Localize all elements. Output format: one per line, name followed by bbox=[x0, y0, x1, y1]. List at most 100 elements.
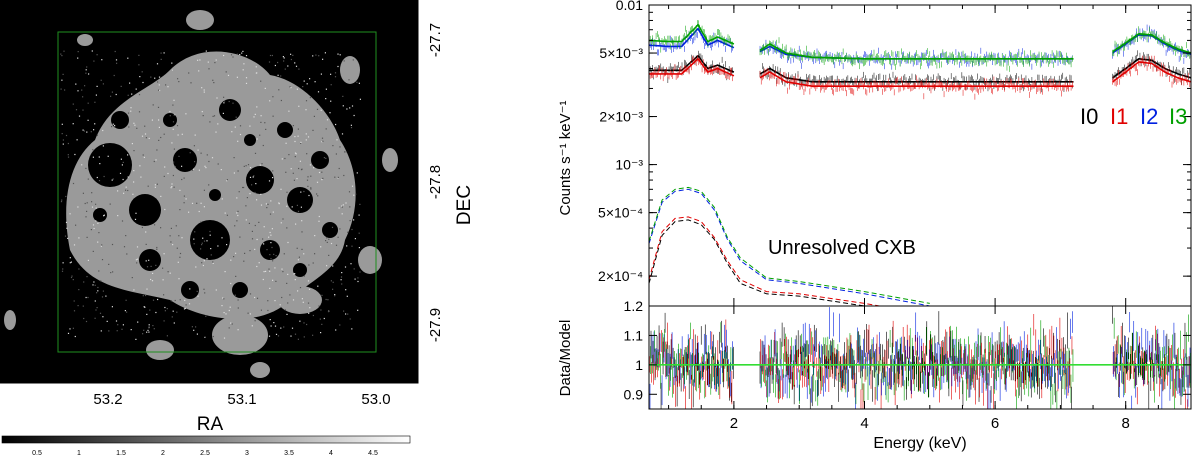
pixel-noise bbox=[241, 52, 243, 54]
pixel-noise bbox=[196, 202, 198, 204]
pixel-noise bbox=[350, 127, 353, 129]
pixel-noise bbox=[237, 214, 239, 217]
pixel-noise bbox=[174, 166, 176, 168]
pixel-noise bbox=[61, 123, 63, 125]
pixel-noise bbox=[306, 83, 308, 85]
pixel-noise bbox=[307, 302, 310, 304]
ra-tick-label: 53.2 bbox=[93, 391, 122, 408]
pixel-noise bbox=[321, 141, 323, 143]
pixel-noise bbox=[290, 87, 292, 89]
pixel-noise bbox=[289, 294, 291, 296]
pixel-noise bbox=[259, 164, 261, 166]
pixel-noise bbox=[261, 163, 263, 165]
pixel-noise bbox=[153, 328, 155, 330]
colorbar-tick-label: 1.5 bbox=[116, 450, 126, 457]
cxb-curve bbox=[649, 216, 883, 306]
pixel-noise bbox=[245, 55, 248, 57]
masked-source bbox=[93, 208, 107, 222]
pixel-noise bbox=[158, 76, 161, 78]
pixel-noise bbox=[158, 89, 160, 91]
pixel-noise bbox=[236, 197, 238, 199]
colorbar-tick-label: 1 bbox=[77, 450, 81, 457]
pixel-noise bbox=[181, 178, 183, 181]
pixel-noise bbox=[116, 62, 118, 64]
pixel-noise bbox=[222, 297, 224, 299]
pixel-noise bbox=[265, 128, 267, 130]
pixel-noise bbox=[100, 330, 102, 332]
pixel-noise bbox=[318, 55, 320, 57]
pixel-noise bbox=[91, 206, 94, 208]
pixel-noise bbox=[347, 313, 349, 315]
pixel-noise bbox=[255, 66, 257, 68]
pixel-noise bbox=[357, 280, 359, 283]
cxb-curve bbox=[649, 186, 930, 304]
pixel-noise bbox=[77, 51, 79, 53]
pixel-noise bbox=[269, 319, 271, 321]
pixel-noise bbox=[91, 201, 93, 203]
pixel-noise bbox=[158, 84, 160, 86]
pixel-noise bbox=[270, 325, 272, 327]
pixel-noise bbox=[317, 285, 319, 287]
pixel-noise bbox=[147, 329, 149, 331]
pixel-noise bbox=[283, 253, 285, 255]
pixel-noise bbox=[188, 303, 191, 305]
pixel-noise bbox=[131, 143, 133, 145]
pixel-noise bbox=[78, 268, 80, 270]
pixel-noise bbox=[127, 57, 129, 59]
pixel-noise bbox=[205, 315, 207, 317]
pixel-noise bbox=[106, 320, 108, 322]
pixel-noise bbox=[314, 81, 316, 83]
pixel-noise bbox=[334, 76, 337, 78]
pixel-noise bbox=[345, 313, 347, 315]
pixel-noise bbox=[283, 60, 285, 62]
pixel-noise bbox=[251, 230, 253, 232]
pixel-noise bbox=[72, 123, 74, 125]
pixel-noise bbox=[67, 156, 70, 158]
pixel-noise bbox=[229, 306, 231, 308]
pixel-noise bbox=[170, 300, 172, 302]
pixel-noise bbox=[268, 180, 271, 182]
pixel-noise bbox=[164, 208, 166, 211]
pixel-noise bbox=[134, 124, 136, 126]
pixel-noise bbox=[169, 235, 171, 237]
pixel-noise bbox=[157, 81, 159, 83]
pixel-noise bbox=[121, 328, 123, 330]
x-tick-label: 8 bbox=[1122, 415, 1130, 432]
emission-patch bbox=[77, 34, 93, 46]
pixel-noise bbox=[275, 333, 278, 335]
pixel-noise bbox=[169, 115, 171, 117]
ratio-residuals bbox=[649, 306, 1191, 409]
pixel-noise bbox=[127, 189, 129, 192]
pixel-noise bbox=[299, 287, 302, 289]
pixel-noise bbox=[163, 320, 165, 322]
pixel-noise bbox=[60, 53, 62, 55]
pixel-noise bbox=[78, 237, 80, 239]
pixel-noise bbox=[345, 202, 347, 204]
pixel-noise bbox=[249, 293, 252, 295]
pixel-noise bbox=[295, 223, 297, 225]
pixel-noise bbox=[123, 192, 125, 194]
pixel-noise bbox=[197, 149, 199, 151]
pixel-noise bbox=[235, 275, 237, 277]
pixel-noise bbox=[164, 306, 166, 309]
pixel-noise bbox=[163, 294, 165, 296]
pixel-noise bbox=[292, 299, 295, 301]
pixel-noise bbox=[303, 190, 305, 193]
pixel-noise bbox=[191, 202, 194, 204]
legend-item-i0: I0 bbox=[1080, 104, 1098, 129]
pixel-noise bbox=[61, 270, 64, 272]
pixel-noise bbox=[77, 206, 79, 208]
pixel-noise bbox=[300, 191, 302, 193]
pixel-noise bbox=[254, 224, 256, 227]
energy-axis-label: Energy (keV) bbox=[873, 435, 966, 452]
pixel-noise bbox=[86, 66, 88, 68]
pixel-noise bbox=[280, 99, 282, 102]
pixel-noise bbox=[303, 322, 305, 324]
pixel-noise bbox=[176, 125, 179, 127]
pixel-noise bbox=[155, 311, 157, 314]
pixel-noise bbox=[214, 62, 216, 64]
pixel-noise bbox=[148, 137, 150, 139]
pixel-noise bbox=[334, 294, 336, 296]
pixel-noise bbox=[114, 124, 116, 127]
pixel-noise bbox=[252, 176, 254, 178]
